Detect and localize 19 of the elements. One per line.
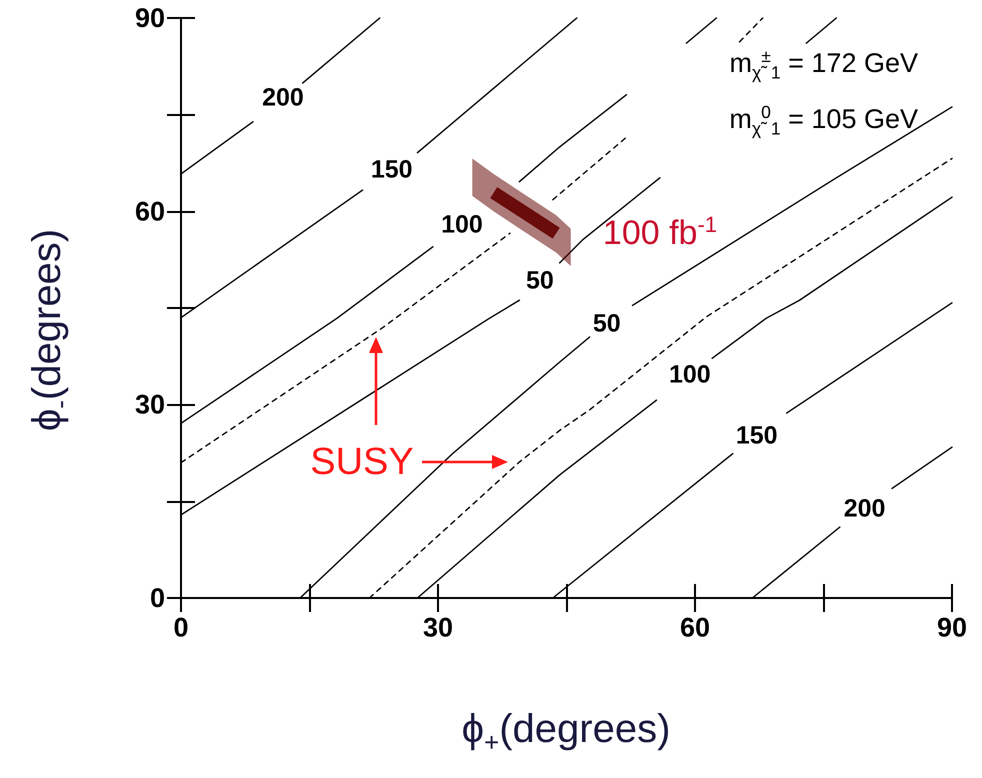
annotation: SUSY — [310, 441, 414, 483]
series-label: 100 — [669, 360, 711, 389]
y-tick-label: 90 — [134, 3, 165, 33]
series-label: 150 — [736, 421, 778, 450]
series-label: 100 — [441, 210, 483, 238]
x-tick-label: 60 — [680, 612, 710, 642]
x-tick-label: 30 — [422, 612, 454, 642]
x-tick-label: 90 — [936, 612, 968, 642]
x-axis-title: ϕ$_{+}$(degrees) — [462, 707, 670, 757]
y-tick-label: 30 — [134, 390, 165, 420]
x-tick-label: 0 — [173, 612, 189, 642]
annotation: 100 fb$^{-1}$ — [602, 212, 718, 252]
series-label: 50 — [592, 310, 621, 338]
series-label: 200 — [844, 494, 886, 522]
series-label: 150 — [370, 156, 413, 184]
series-label: 200 — [262, 84, 304, 112]
series-label: 50 — [526, 266, 554, 295]
y-tick-label: 0 — [150, 583, 165, 613]
y-tick-label: 60 — [134, 196, 165, 226]
